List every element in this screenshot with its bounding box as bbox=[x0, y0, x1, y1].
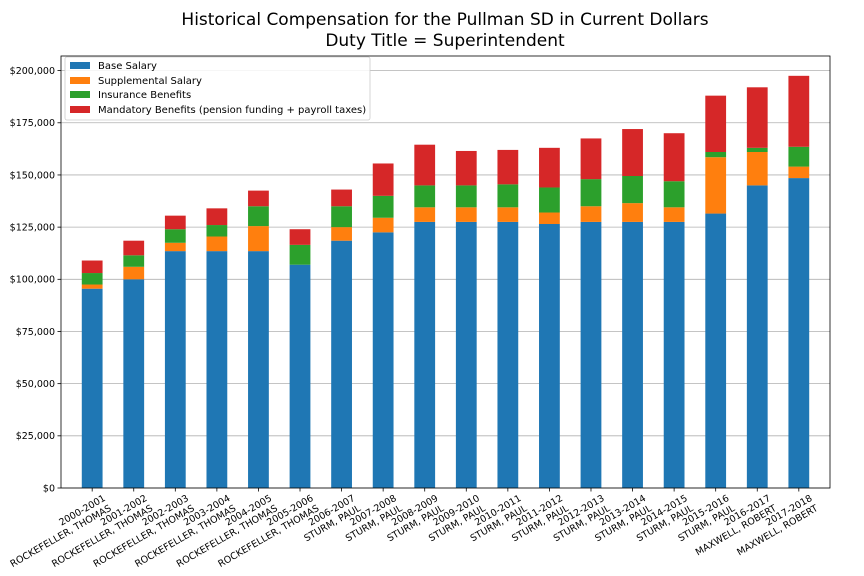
bar-segment-base-salary bbox=[705, 213, 727, 488]
bar-segment-base-salary bbox=[206, 251, 228, 488]
y-tick-label: $125,000 bbox=[10, 222, 55, 233]
y-tick-label: $175,000 bbox=[10, 118, 55, 129]
bar-segment-supplemental-salary bbox=[372, 217, 394, 233]
bar-segment-insurance-benefits bbox=[206, 225, 228, 237]
bar-segment-supplemental-salary bbox=[331, 227, 352, 241]
bar-segment-insurance-benefits bbox=[580, 179, 602, 207]
bar-segment-mandatory-benefits bbox=[663, 133, 685, 182]
bar-segment-insurance-benefits bbox=[123, 255, 145, 267]
bar-segment-mandatory-benefits bbox=[248, 190, 269, 207]
bar-segment-supplemental-salary bbox=[663, 207, 685, 222]
bar-segment-supplemental-salary bbox=[705, 157, 727, 214]
bar-segment-mandatory-benefits bbox=[497, 149, 519, 185]
bar-segment-supplemental-salary bbox=[580, 206, 602, 222]
bar-segment-insurance-benefits bbox=[414, 185, 436, 208]
bar-segment-mandatory-benefits bbox=[455, 150, 477, 186]
bar-segment-supplemental-salary bbox=[497, 207, 519, 222]
bar-segment-mandatory-benefits bbox=[372, 163, 394, 196]
legend-swatch-base-salary bbox=[70, 62, 90, 69]
bar-segment-insurance-benefits bbox=[539, 187, 560, 213]
bar-segment-base-salary bbox=[746, 185, 768, 489]
bar-segment-mandatory-benefits bbox=[788, 75, 810, 147]
bar-segment-insurance-benefits bbox=[81, 273, 103, 285]
bar-segment-base-salary bbox=[123, 279, 145, 488]
grid-lines bbox=[61, 70, 830, 489]
y-tick-label: $0 bbox=[43, 483, 55, 494]
bar-segment-base-salary bbox=[414, 221, 436, 489]
y-tick-label: $25,000 bbox=[16, 431, 55, 442]
chart-title: Historical Compensation for the Pullman … bbox=[181, 10, 708, 30]
bar-segment-supplemental-salary bbox=[123, 266, 145, 280]
bar-segment-mandatory-benefits bbox=[746, 87, 768, 148]
bar-segment-base-salary bbox=[580, 221, 602, 489]
plot-frame bbox=[60, 55, 831, 489]
y-axis-ticks: $0 $25,000 $50,000 $75,000 $100,000 $125,000 $… bbox=[10, 66, 61, 494]
y-tick-label: $50,000 bbox=[16, 379, 55, 390]
bar-segment-base-salary bbox=[497, 221, 519, 489]
legend-swatch-insurance-benefits bbox=[70, 91, 90, 98]
y-tick-label: $75,000 bbox=[16, 327, 55, 338]
chart-subtitle: Duty Title = Superintendent bbox=[325, 31, 565, 51]
bar-segment-base-salary bbox=[331, 240, 352, 488]
bar-segment-base-salary bbox=[455, 221, 477, 489]
y-tick-label: $150,000 bbox=[10, 170, 55, 181]
bar-segment-mandatory-benefits bbox=[414, 144, 436, 186]
bar-segment-base-salary bbox=[788, 178, 810, 488]
bar-segment-supplemental-salary bbox=[414, 207, 436, 222]
bar-segment-insurance-benefits bbox=[705, 152, 727, 158]
legend-swatch-supplemental-salary bbox=[70, 77, 90, 84]
bar-segment-base-salary bbox=[539, 224, 560, 488]
bar-segment-supplemental-salary bbox=[206, 236, 228, 252]
legend-label-mandatory-benefits: Mandatory Benefits (pension funding + pa… bbox=[98, 105, 366, 116]
bar-segment-supplemental-salary bbox=[746, 152, 768, 186]
bar-segment-mandatory-benefits bbox=[123, 240, 145, 256]
y-tick-label: $200,000 bbox=[10, 66, 55, 77]
bar-segment-insurance-benefits bbox=[289, 244, 311, 265]
bars bbox=[81, 75, 810, 489]
bar-segment-insurance-benefits bbox=[455, 185, 477, 208]
bar-segment-mandatory-benefits bbox=[580, 138, 602, 180]
bar-segment-supplemental-salary bbox=[539, 212, 560, 224]
bar-segment-insurance-benefits bbox=[164, 229, 186, 243]
bar-segment-insurance-benefits bbox=[663, 181, 685, 208]
bar-segment-base-salary bbox=[248, 251, 269, 488]
bar-segment-insurance-benefits bbox=[331, 206, 352, 228]
x-axis-ticks: 2000-2001ROCKEFELLER, THOMAS2001-2002ROC… bbox=[9, 488, 820, 570]
bar-segment-insurance-benefits bbox=[248, 206, 269, 227]
bar-segment-supplemental-salary bbox=[81, 284, 103, 289]
bar-segment-base-salary bbox=[372, 232, 394, 488]
y-tick-label: $100,000 bbox=[10, 275, 55, 286]
bar-segment-mandatory-benefits bbox=[622, 129, 643, 176]
bar-segment-base-salary bbox=[81, 288, 103, 488]
legend-label-insurance-benefits: Insurance Benefits bbox=[98, 90, 191, 101]
bar-segment-supplemental-salary bbox=[248, 226, 269, 252]
bar-segment-mandatory-benefits bbox=[539, 147, 560, 188]
bar-segment-mandatory-benefits bbox=[331, 189, 352, 207]
bar-segment-mandatory-benefits bbox=[81, 260, 103, 274]
bar-segment-mandatory-benefits bbox=[164, 215, 186, 230]
bar-segment-mandatory-benefits bbox=[206, 208, 228, 226]
legend-box bbox=[64, 56, 371, 121]
bar-segment-mandatory-benefits bbox=[289, 229, 311, 245]
legend-label-base-salary: Base Salary bbox=[98, 61, 157, 72]
bar-segment-supplemental-salary bbox=[455, 207, 477, 222]
bar-segment-mandatory-benefits bbox=[705, 95, 727, 152]
bar-segment-supplemental-salary bbox=[788, 166, 810, 179]
bar-segment-base-salary bbox=[289, 264, 311, 488]
bar-segment-insurance-benefits bbox=[622, 176, 643, 204]
bar-segment-insurance-benefits bbox=[788, 146, 810, 167]
bar-segment-base-salary bbox=[663, 221, 685, 489]
bar-segment-insurance-benefits bbox=[746, 147, 768, 152]
bar-segment-supplemental-salary bbox=[164, 242, 186, 252]
legend-swatch-mandatory-benefits bbox=[70, 106, 90, 113]
bar-segment-insurance-benefits bbox=[372, 195, 394, 218]
legend-label-supplemental-salary: Supplemental Salary bbox=[98, 76, 202, 87]
bar-segment-insurance-benefits bbox=[497, 184, 519, 208]
bar-segment-base-salary bbox=[622, 221, 643, 489]
legend: Base Salary Supplemental Salary Insuranc… bbox=[64, 56, 371, 121]
bar-segment-supplemental-salary bbox=[622, 203, 643, 222]
bar-segment-base-salary bbox=[164, 251, 186, 488]
